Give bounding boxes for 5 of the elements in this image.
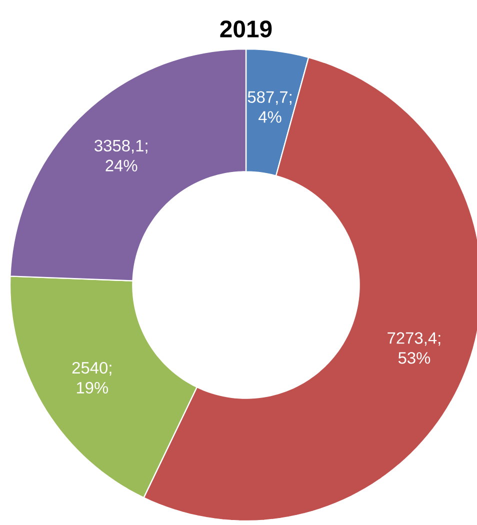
data-label: 2540; 19% [72,362,112,394]
data-label: 3358,1; 24% [94,140,148,172]
data-label: 587,7; 4% [248,91,292,123]
data-label: 7273,4; 53% [388,332,440,364]
chart-title: 2019 [220,20,272,38]
